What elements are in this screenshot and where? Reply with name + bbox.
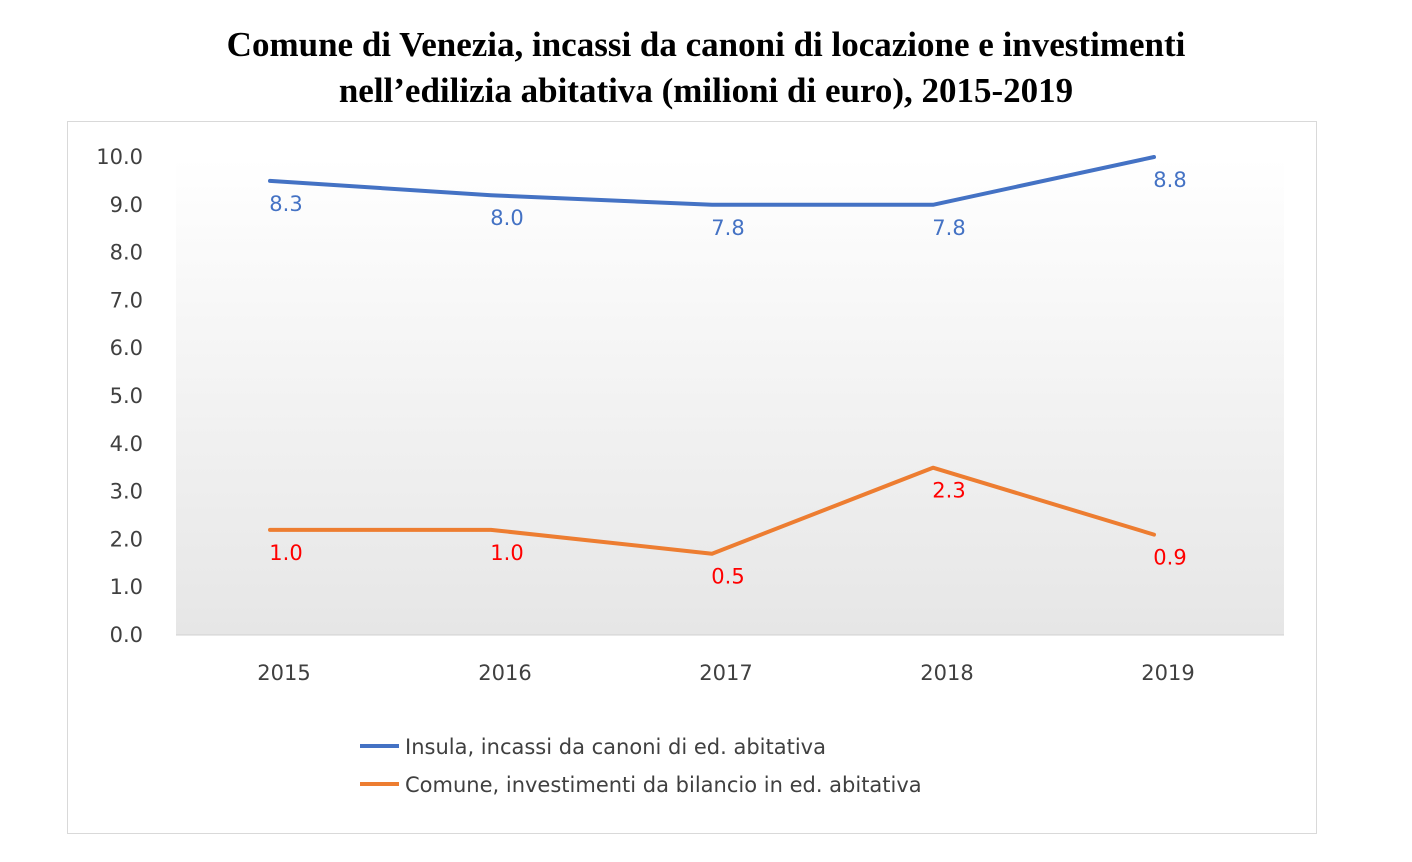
y-tick-label: 0.0 [110, 623, 143, 647]
x-tick-label: 2015 [257, 661, 310, 685]
x-axis: 2015 2016 2017 2018 2019 [176, 634, 1284, 685]
data-label: 1.0 [490, 541, 523, 565]
x-tick-label: 2018 [920, 661, 973, 685]
series-line-1 [268, 155, 1156, 207]
x-tick-label: 2019 [1141, 661, 1194, 685]
data-label: 8.3 [269, 192, 302, 216]
legend: Insula, incassi da canoni di ed. abitati… [360, 735, 922, 797]
y-tick-label: 2.0 [110, 527, 143, 551]
y-axis: 0.0 1.0 2.0 3.0 4.0 5.0 6.0 7.0 8.0 9.0 10.0 [96, 145, 143, 647]
y-tick-label: 5.0 [110, 384, 143, 408]
x-tick-label: 2017 [699, 661, 752, 685]
data-labels: 8.3 8.0 7.8 7.8 8.8 1.0 1.0 0.5 2.3 0.9 [269, 168, 1186, 589]
chart-title-line-2: nell’edilizia abitativa (milioni di euro… [338, 71, 1074, 110]
y-tick-label: 3.0 [110, 480, 143, 504]
series-layer [268, 155, 1156, 556]
data-label: 0.5 [711, 565, 744, 589]
data-label: 2.3 [932, 479, 965, 503]
legend-entry-label: Comune, investimenti da bilancio in ed. … [405, 773, 922, 797]
y-tick-label: 10.0 [96, 145, 143, 169]
data-label: 7.8 [711, 216, 744, 240]
chart-title: Comune di Venezia, incassi da canoni di … [0, 22, 1412, 114]
data-label: 0.9 [1153, 546, 1186, 570]
data-label: 1.0 [269, 541, 302, 565]
y-tick-label: 6.0 [110, 336, 143, 360]
y-tick-label: 7.0 [110, 288, 143, 312]
plot-area [176, 157, 1284, 635]
legend-entry-label: Insula, incassi da canoni di ed. abitati… [405, 735, 826, 759]
y-tick-label: 9.0 [110, 193, 143, 217]
x-tick-label: 2016 [478, 661, 531, 685]
data-label: 8.8 [1153, 168, 1186, 192]
y-tick-label: 4.0 [110, 432, 143, 456]
y-tick-label: 1.0 [110, 575, 143, 599]
data-label: 8.0 [490, 206, 523, 230]
data-label: 7.8 [932, 216, 965, 240]
series-line-2 [268, 465, 1156, 556]
chart-title-line-1: Comune di Venezia, incassi da canoni di … [226, 25, 1186, 64]
y-tick-label: 8.0 [110, 241, 143, 265]
